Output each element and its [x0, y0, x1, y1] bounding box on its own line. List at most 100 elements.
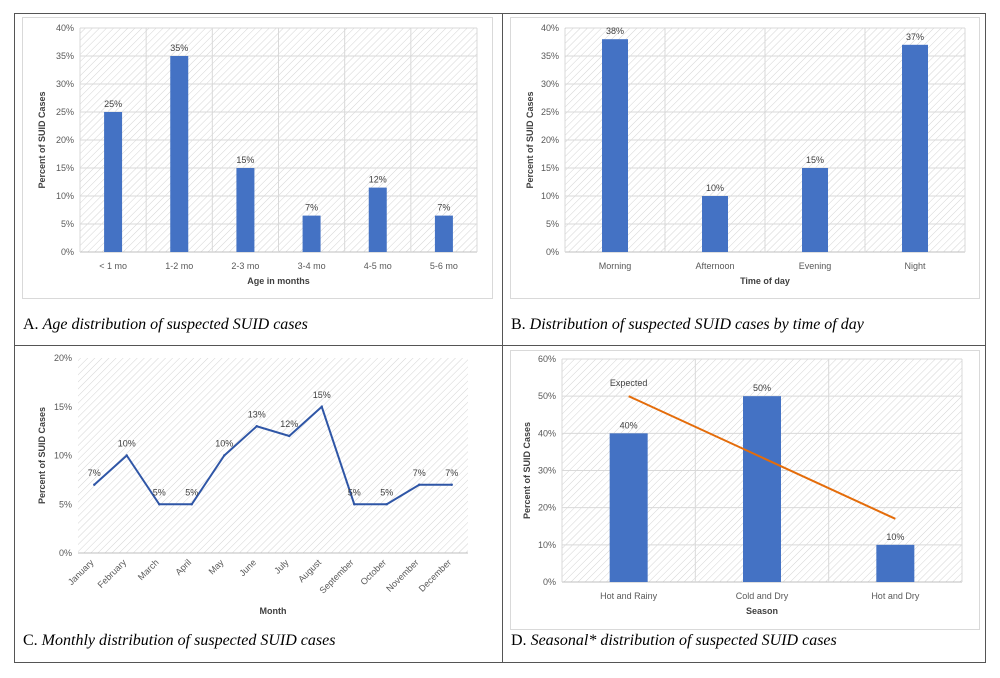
y-tick-label: 0% [543, 577, 556, 587]
x-tick-label: 5-6 mo [430, 261, 458, 271]
data-label: 7% [413, 468, 426, 478]
bar [743, 396, 781, 582]
bar [170, 56, 189, 252]
y-tick-label: 15% [54, 402, 72, 412]
x-tick-label: Morning [599, 261, 632, 271]
y-tick-label: 5% [546, 219, 559, 229]
data-label: 10% [706, 183, 724, 193]
panel-divider-vertical [502, 13, 503, 663]
panel-b-caption-letter: B. [511, 316, 526, 333]
data-point [288, 434, 291, 438]
data-label: 7% [437, 203, 450, 213]
bar [104, 112, 123, 252]
y-tick-label: 30% [541, 79, 559, 89]
y-tick-label: 20% [54, 353, 72, 363]
y-axis-title: Percent of SUID Cases [37, 91, 47, 188]
y-tick-label: 10% [538, 540, 556, 550]
y-tick-label: 60% [538, 354, 556, 364]
data-label: 7% [88, 468, 101, 478]
y-tick-label: 10% [541, 191, 559, 201]
bar [609, 433, 648, 582]
panel-c-caption: C. Monthly distribution of suspected SUI… [23, 632, 335, 650]
figure-frame [14, 13, 986, 663]
x-axis-title: Age in months [247, 276, 310, 286]
data-point [125, 454, 128, 457]
bar [302, 215, 321, 252]
y-tick-label: 30% [56, 79, 74, 89]
panel-c-caption-text: Monthly distribution of suspected SUID c… [41, 632, 336, 649]
panel-a-caption: A. Age distribution of suspected SUID ca… [23, 316, 308, 334]
x-tick-label: Hot and Rainy [600, 591, 658, 601]
data-label: 15% [806, 155, 824, 165]
panel-d-caption-letter: D. [511, 632, 527, 649]
y-tick-label: 40% [56, 23, 74, 33]
y-tick-label: 0% [59, 548, 72, 558]
data-label: 37% [906, 32, 924, 42]
data-label: 40% [620, 420, 638, 430]
x-axis-title: Time of day [740, 276, 790, 286]
bar [368, 187, 387, 252]
data-label: 5% [185, 487, 198, 497]
y-tick-label: 15% [56, 163, 74, 173]
expected-line-label: Expected [610, 378, 648, 388]
data-label: 50% [753, 383, 771, 393]
data-label: 10% [886, 532, 904, 542]
panel-a-chart-area [22, 17, 493, 299]
data-point [255, 425, 258, 428]
panel-b-chart-area [510, 17, 980, 299]
y-tick-label: 0% [546, 247, 559, 257]
data-label: 13% [248, 409, 266, 419]
data-label: 7% [445, 468, 458, 478]
x-tick-label: Hot and Dry [871, 591, 920, 601]
x-tick-label: Night [904, 261, 926, 271]
bar [802, 168, 828, 252]
y-tick-label: 30% [538, 466, 556, 476]
y-tick-label: 5% [59, 499, 72, 509]
y-tick-label: 10% [56, 191, 74, 201]
data-point [353, 503, 356, 506]
data-label: 7% [305, 203, 318, 213]
x-tick-label: Cold and Dry [736, 591, 789, 601]
x-tick-label: 3-4 mo [298, 261, 326, 271]
data-label: 5% [153, 487, 166, 497]
bar [602, 39, 628, 253]
x-axis-title: Season [746, 606, 778, 616]
data-label: 5% [348, 487, 361, 497]
data-point [450, 483, 453, 486]
y-tick-label: 5% [61, 219, 74, 229]
panel-d-chart-area [510, 350, 980, 630]
bar [902, 44, 928, 252]
y-tick-label: 15% [541, 163, 559, 173]
series-line [93, 404, 452, 506]
x-tick-label: 1-2 mo [165, 261, 193, 271]
y-tick-label: 25% [541, 107, 559, 117]
data-label: 25% [104, 99, 122, 109]
x-tick-label: Evening [799, 261, 832, 271]
x-tick-label: 4-5 mo [364, 261, 392, 271]
data-point [158, 503, 161, 506]
x-tick-label: 2-3 mo [231, 261, 259, 271]
data-point [223, 454, 226, 457]
y-tick-label: 50% [538, 391, 556, 401]
panel-divider-horizontal [14, 345, 986, 346]
y-tick-label: 35% [56, 51, 74, 61]
panel-d-caption-text: Seasonal* distribution of suspected SUID… [530, 632, 837, 649]
y-tick-label: 0% [61, 247, 74, 257]
y-tick-label: 40% [538, 428, 556, 438]
plot-hatch-background [78, 358, 468, 553]
panel-a-caption-text: Age distribution of suspected SUID cases [42, 316, 308, 333]
y-axis-title: Percent of SUID Cases [525, 91, 535, 188]
data-point [93, 483, 96, 486]
panel-a-caption-letter: A. [23, 316, 39, 333]
panel-b-caption-text: Distribution of suspected SUID cases by … [529, 316, 864, 333]
bar [236, 168, 255, 252]
bar [702, 196, 728, 252]
y-tick-label: 20% [541, 135, 559, 145]
y-axis-title: Percent of SUID Cases [522, 422, 532, 519]
data-label: 15% [236, 155, 254, 165]
expected-line [628, 395, 896, 520]
